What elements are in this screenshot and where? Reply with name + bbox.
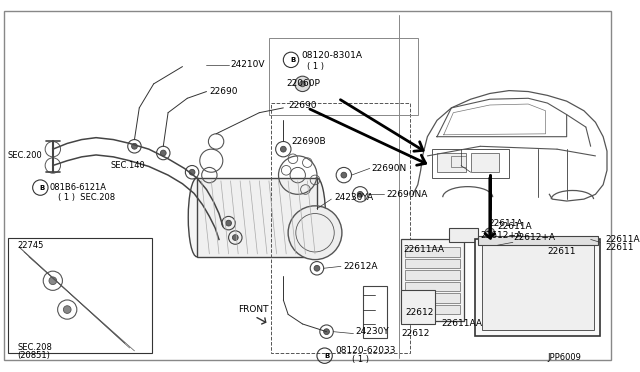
Ellipse shape xyxy=(308,178,326,257)
Circle shape xyxy=(63,306,71,314)
Bar xyxy=(405,247,460,257)
Text: SEC.208: SEC.208 xyxy=(17,343,52,353)
Bar xyxy=(449,228,478,242)
Bar xyxy=(478,235,598,245)
Circle shape xyxy=(189,169,195,175)
Text: 22611A: 22611A xyxy=(605,235,640,244)
Text: ( 1 )  SEC.208: ( 1 ) SEC.208 xyxy=(58,193,115,202)
Text: 22611AA: 22611AA xyxy=(442,320,483,328)
Bar xyxy=(432,149,509,178)
Circle shape xyxy=(280,146,286,152)
Bar xyxy=(437,153,466,172)
Text: 22611: 22611 xyxy=(547,247,576,256)
Text: 22690: 22690 xyxy=(209,87,238,96)
Bar xyxy=(271,103,410,353)
Text: 22611AA: 22611AA xyxy=(403,244,444,254)
Text: B: B xyxy=(324,353,329,359)
Text: 22611A: 22611A xyxy=(497,221,532,231)
Text: 08120-8301A: 08120-8301A xyxy=(301,51,363,60)
Text: FRONT: FRONT xyxy=(238,305,269,314)
Text: 24230YA: 24230YA xyxy=(334,193,373,202)
Text: JPP6009: JPP6009 xyxy=(547,353,581,362)
Text: 22611A: 22611A xyxy=(488,219,522,228)
Bar xyxy=(363,286,387,339)
Text: 22612A: 22612A xyxy=(343,262,378,271)
Bar xyxy=(451,156,466,167)
Circle shape xyxy=(324,329,330,334)
Text: 22612+A: 22612+A xyxy=(480,231,522,240)
Text: 08120-62033: 08120-62033 xyxy=(335,346,396,355)
Text: B: B xyxy=(40,185,45,190)
Text: 22690NA: 22690NA xyxy=(386,190,428,199)
Text: ( 1 ): ( 1 ) xyxy=(307,62,324,71)
Bar xyxy=(405,305,460,314)
Circle shape xyxy=(232,235,238,240)
Bar xyxy=(269,38,418,115)
Text: 22690N: 22690N xyxy=(372,164,407,173)
Ellipse shape xyxy=(188,178,205,257)
Circle shape xyxy=(341,172,347,178)
Circle shape xyxy=(295,76,310,92)
Bar xyxy=(405,293,460,303)
Text: 22690B: 22690B xyxy=(291,137,326,146)
Text: 22612: 22612 xyxy=(405,308,434,317)
Bar xyxy=(482,245,593,330)
Bar xyxy=(405,270,460,280)
Text: 22690: 22690 xyxy=(288,102,317,110)
Circle shape xyxy=(226,220,232,226)
Text: 22060P: 22060P xyxy=(286,79,320,89)
Text: 22745: 22745 xyxy=(17,241,44,250)
Text: SEC.140: SEC.140 xyxy=(111,161,145,170)
Bar xyxy=(197,178,317,257)
Circle shape xyxy=(485,228,495,238)
Text: B: B xyxy=(291,57,296,63)
Circle shape xyxy=(300,81,305,87)
Text: ( 1 ): ( 1 ) xyxy=(353,355,369,364)
Bar xyxy=(405,282,460,291)
Text: 22612: 22612 xyxy=(401,329,430,338)
Circle shape xyxy=(132,144,138,149)
Circle shape xyxy=(357,192,363,197)
Circle shape xyxy=(161,150,166,156)
Bar xyxy=(470,153,499,172)
Bar xyxy=(405,259,460,268)
Circle shape xyxy=(49,277,57,285)
Text: (20851): (20851) xyxy=(17,351,50,360)
Text: 24230Y: 24230Y xyxy=(355,327,389,336)
Bar xyxy=(401,291,435,324)
Text: 22611: 22611 xyxy=(605,243,634,251)
Text: SEC.200: SEC.200 xyxy=(8,151,42,160)
Circle shape xyxy=(288,206,342,260)
Bar xyxy=(401,240,464,321)
Text: 24210V: 24210V xyxy=(230,60,265,69)
Text: 22612+A: 22612+A xyxy=(513,233,555,242)
Text: 081B6-6121A: 081B6-6121A xyxy=(50,183,107,192)
Bar xyxy=(8,238,152,353)
Bar xyxy=(476,240,600,336)
Circle shape xyxy=(314,265,320,271)
